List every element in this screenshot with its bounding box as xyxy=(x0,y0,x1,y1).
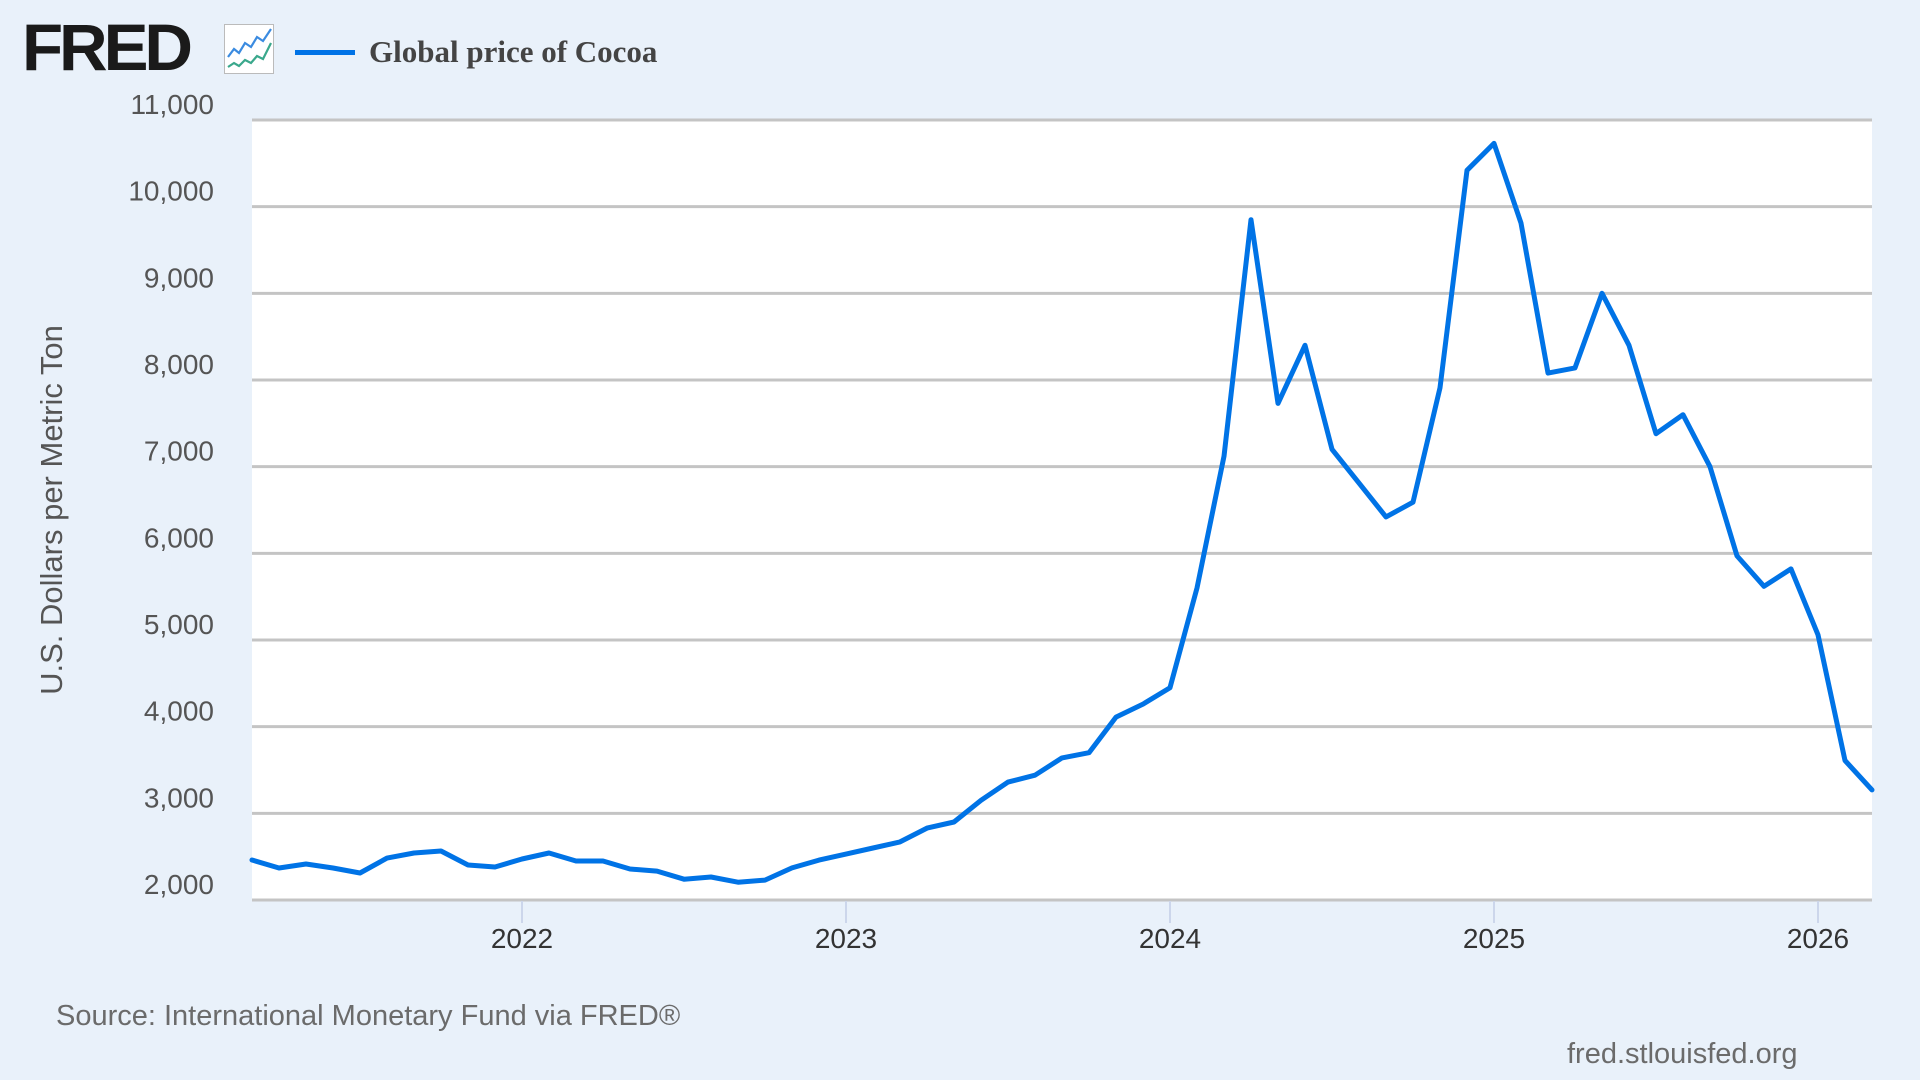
y-axis-ticks: 2,000 3,000 4,000 5,000 6,000 7,000 8,000 9,000… xyxy=(128,89,214,900)
y-tick-label: 3,000 xyxy=(144,782,214,813)
gridlines xyxy=(252,118,1872,902)
chart-header: FRED Global price of Cocoa xyxy=(0,0,1920,90)
y-axis-label: U.S. Dollars per Metric Ton xyxy=(34,325,69,695)
legend-label[interactable]: Global price of Cocoa xyxy=(369,34,658,69)
site-link[interactable]: fred.stlouisfed.org xyxy=(1567,1038,1798,1070)
legend: Global price of Cocoa xyxy=(295,30,657,74)
x-tick-label: 2024 xyxy=(1139,923,1201,954)
y-tick-label: 6,000 xyxy=(144,522,214,553)
source-note: Source: International Monetary Fund via … xyxy=(56,1000,681,1032)
plot-area xyxy=(252,120,1872,900)
fred-logo[interactable]: FRED xyxy=(22,10,193,84)
line-chart-icon[interactable] xyxy=(224,24,274,74)
x-tick-label: 2022 xyxy=(491,923,553,954)
y-tick-label: 2,000 xyxy=(144,869,214,900)
y-tick-label: 7,000 xyxy=(144,436,214,467)
x-axis-ticks: 2022 2023 2024 2025 2026 xyxy=(491,901,1849,954)
y-tick-label: 11,000 xyxy=(130,89,214,120)
legend-swatch xyxy=(295,49,355,55)
y-tick-label: 4,000 xyxy=(144,696,214,727)
y-tick-label: 8,000 xyxy=(144,349,214,380)
y-tick-label: 5,000 xyxy=(144,609,214,640)
x-tick-label: 2023 xyxy=(815,923,877,954)
y-tick-label: 10,000 xyxy=(128,176,214,207)
series-line-cocoa[interactable] xyxy=(249,140,1875,885)
x-tick-label: 2026 xyxy=(1787,923,1849,954)
y-tick-label: 9,000 xyxy=(144,262,214,293)
x-tick-label: 2025 xyxy=(1463,923,1525,954)
